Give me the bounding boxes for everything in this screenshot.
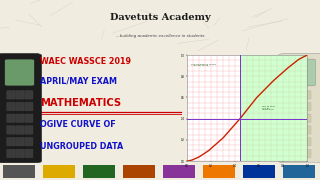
FancyBboxPatch shape	[294, 138, 302, 146]
Bar	[203, 165, 235, 178]
FancyBboxPatch shape	[25, 114, 33, 123]
Bar	[3, 165, 35, 178]
FancyBboxPatch shape	[294, 102, 302, 111]
Text: UNGROUPED DATA: UNGROUPED DATA	[40, 142, 123, 151]
FancyBboxPatch shape	[294, 91, 302, 99]
FancyBboxPatch shape	[286, 59, 316, 86]
Bar	[83, 165, 115, 178]
FancyBboxPatch shape	[7, 91, 15, 99]
Text: OGIVE CURVE OF: OGIVE CURVE OF	[40, 120, 116, 129]
Text: WAEC WASSCE 2019: WAEC WASSCE 2019	[40, 57, 131, 66]
Bar	[243, 165, 275, 178]
FancyBboxPatch shape	[294, 114, 302, 123]
FancyBboxPatch shape	[285, 126, 293, 134]
FancyBboxPatch shape	[0, 53, 42, 163]
FancyBboxPatch shape	[303, 126, 311, 134]
FancyBboxPatch shape	[25, 126, 33, 134]
Text: ...building academic excellence in students: ...building academic excellence in stude…	[116, 34, 204, 38]
FancyBboxPatch shape	[16, 91, 24, 99]
FancyBboxPatch shape	[7, 102, 15, 111]
FancyBboxPatch shape	[285, 149, 293, 158]
Bar	[283, 165, 315, 178]
Bar	[240, 55, 307, 161]
FancyBboxPatch shape	[7, 114, 15, 123]
FancyBboxPatch shape	[285, 91, 293, 99]
FancyBboxPatch shape	[7, 149, 15, 158]
FancyBboxPatch shape	[25, 138, 33, 146]
Bar	[163, 165, 195, 178]
FancyBboxPatch shape	[16, 138, 24, 146]
FancyBboxPatch shape	[303, 102, 311, 111]
FancyBboxPatch shape	[285, 102, 293, 111]
Bar	[123, 165, 155, 178]
FancyBboxPatch shape	[303, 138, 311, 146]
FancyBboxPatch shape	[7, 138, 15, 146]
FancyBboxPatch shape	[16, 149, 24, 158]
FancyBboxPatch shape	[278, 53, 320, 163]
FancyBboxPatch shape	[25, 149, 33, 158]
FancyBboxPatch shape	[294, 126, 302, 134]
FancyBboxPatch shape	[5, 59, 34, 86]
Bar	[43, 165, 75, 178]
FancyBboxPatch shape	[16, 102, 24, 111]
FancyBboxPatch shape	[303, 114, 311, 123]
FancyBboxPatch shape	[285, 114, 293, 123]
Text: APRIL/MAY EXAM: APRIL/MAY EXAM	[40, 77, 117, 86]
FancyBboxPatch shape	[285, 138, 293, 146]
Text: Davetuts Academy: Davetuts Academy	[110, 14, 210, 22]
FancyBboxPatch shape	[294, 149, 302, 158]
FancyBboxPatch shape	[25, 102, 33, 111]
FancyBboxPatch shape	[7, 126, 15, 134]
FancyBboxPatch shape	[16, 126, 24, 134]
Text: MATHEMATICS: MATHEMATICS	[40, 98, 121, 108]
FancyBboxPatch shape	[303, 91, 311, 99]
Text: The frequency range
= 50-38, m 18°: The frequency range = 50-38, m 18°	[191, 64, 216, 66]
FancyBboxPatch shape	[16, 114, 24, 123]
FancyBboxPatch shape	[25, 91, 33, 99]
FancyBboxPatch shape	[303, 149, 311, 158]
Text: Marks that
are at
least 50%: Marks that are at least 50%	[262, 106, 274, 110]
